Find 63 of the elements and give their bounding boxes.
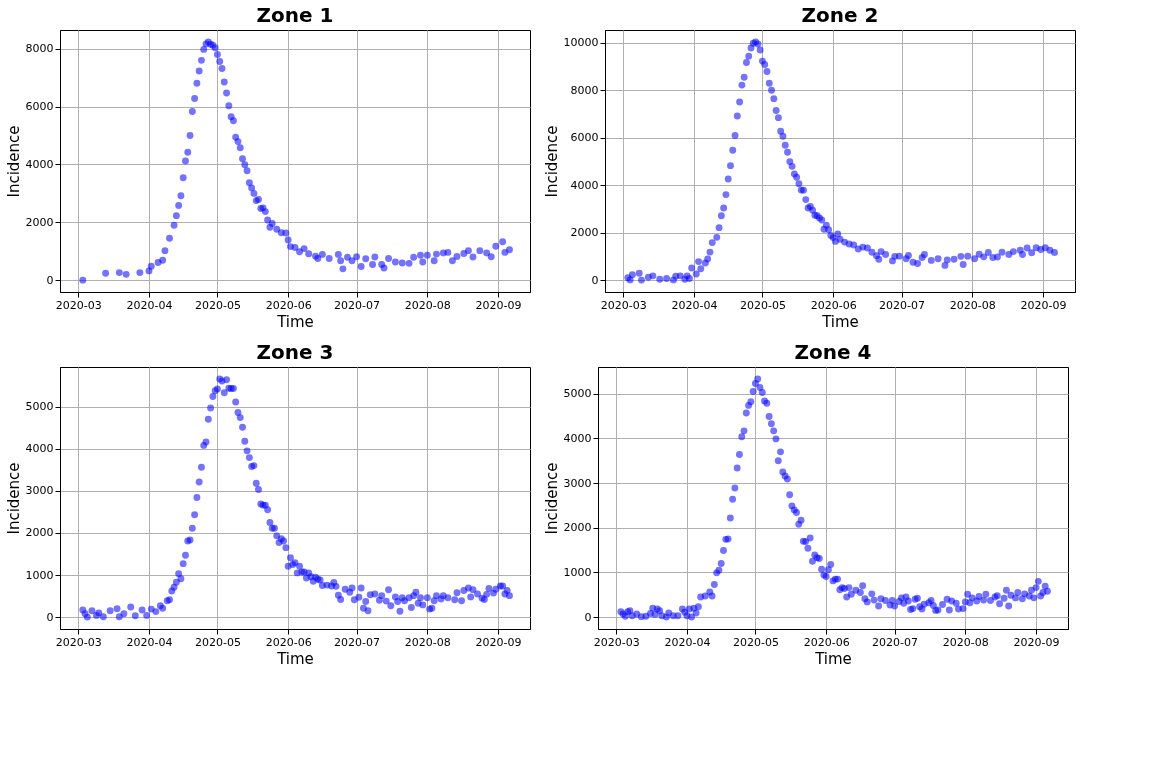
y-tick-label: 0	[46, 610, 54, 624]
x-tick-label: 2020-05	[732, 635, 779, 649]
y-tick-label: 8000	[570, 83, 599, 97]
x-tick-label: 2020-07	[872, 635, 919, 649]
x-tick-label: 2020-03	[600, 298, 647, 312]
chart-title: Zone 2	[801, 3, 879, 27]
chart-title: Zone 1	[256, 3, 334, 27]
x-axis-title: Time	[814, 649, 852, 668]
x-tick-label: 2020-09	[1013, 635, 1060, 649]
x-tick-label: 2020-08	[404, 298, 451, 312]
x-tick-label: 2020-05	[194, 635, 241, 649]
y-axis-title: Incidence	[4, 462, 23, 535]
x-tick-label: 2020-04	[671, 298, 718, 312]
y-tick-label: 5000	[563, 387, 592, 401]
y-tick-label: 0	[584, 610, 592, 624]
x-tick-label: 2020-07	[334, 635, 381, 649]
x-tick-label: 2020-07	[334, 298, 381, 312]
x-tick-label: 2020-04	[126, 635, 173, 649]
x-axis-title: Time	[821, 312, 859, 331]
x-tick-label: 2020-09	[475, 635, 522, 649]
y-tick-label: 2000	[563, 521, 592, 535]
x-tick-label: 2020-08	[942, 635, 989, 649]
y-tick-label: 1000	[563, 565, 592, 579]
x-tick-label: 2020-03	[55, 298, 102, 312]
x-tick-label: 2020-06	[265, 298, 312, 312]
y-tick-label: 6000	[25, 100, 54, 114]
x-tick-label: 2020-03	[593, 635, 640, 649]
y-tick-label: 10000	[563, 36, 599, 50]
x-tick-label: 2020-06	[265, 635, 312, 649]
y-tick-label: 0	[591, 273, 599, 287]
x-tick-label: 2020-03	[55, 635, 102, 649]
y-axis-title: Incidence	[542, 462, 561, 535]
y-tick-label: 8000	[25, 42, 54, 56]
x-tick-label: 2020-09	[475, 298, 522, 312]
y-tick-label: 2000	[25, 215, 54, 229]
y-tick-label: 5000	[25, 400, 54, 414]
x-tick-label: 2020-04	[664, 635, 711, 649]
x-tick-label: 2020-07	[879, 298, 926, 312]
y-tick-label: 0	[46, 273, 54, 287]
y-tick-label: 3000	[563, 476, 592, 490]
x-tick-label: 2020-08	[949, 298, 996, 312]
y-axis-title: Incidence	[542, 125, 561, 198]
x-tick-label: 2020-06	[810, 298, 857, 312]
y-tick-label: 2000	[25, 526, 54, 540]
y-tick-label: 1000	[25, 568, 54, 582]
x-tick-label: 2020-08	[404, 635, 451, 649]
x-tick-label: 2020-05	[739, 298, 786, 312]
x-axis-title: Time	[276, 649, 314, 668]
y-tick-label: 6000	[570, 131, 599, 145]
x-tick-label: 2020-04	[126, 298, 173, 312]
y-tick-label: 4000	[25, 157, 54, 171]
x-axis-title: Time	[276, 312, 314, 331]
y-tick-label: 2000	[570, 226, 599, 240]
y-tick-label: 4000	[563, 431, 592, 445]
x-tick-label: 2020-05	[194, 298, 241, 312]
x-tick-label: 2020-06	[803, 635, 850, 649]
x-tick-label: 2020-09	[1020, 298, 1067, 312]
chart-title: Zone 4	[794, 340, 872, 364]
y-axis-title: Incidence	[4, 125, 23, 198]
y-tick-label: 4000	[570, 178, 599, 192]
y-tick-label: 3000	[25, 484, 54, 498]
chart-title: Zone 3	[256, 340, 334, 364]
y-tick-label: 4000	[25, 442, 54, 456]
